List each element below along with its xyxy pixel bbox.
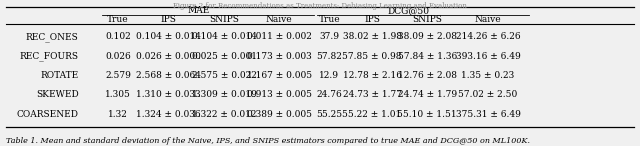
Text: 1.167 ± 0.005: 1.167 ± 0.005 bbox=[246, 71, 312, 80]
Text: 0.389 ± 0.005: 0.389 ± 0.005 bbox=[247, 110, 312, 119]
Text: True: True bbox=[108, 15, 129, 24]
Text: 0.104 ± 0.014: 0.104 ± 0.014 bbox=[136, 32, 201, 41]
Text: 57.85 ± 0.98: 57.85 ± 0.98 bbox=[342, 52, 402, 61]
Text: 393.16 ± 6.49: 393.16 ± 6.49 bbox=[456, 52, 520, 61]
Text: 2.568 ± 0.064: 2.568 ± 0.064 bbox=[136, 71, 201, 80]
Text: ROTATE: ROTATE bbox=[40, 71, 79, 80]
Text: Figure 2 for Recommendations as Treatments: Debiasing Learning and Evaluation: Figure 2 for Recommendations as Treatmen… bbox=[173, 2, 467, 10]
Text: DCG@50: DCG@50 bbox=[388, 6, 429, 15]
Text: 1.32: 1.32 bbox=[108, 110, 128, 119]
Text: 55.10 ± 1.51: 55.10 ± 1.51 bbox=[397, 110, 457, 119]
Text: 0.026 ± 0.000: 0.026 ± 0.000 bbox=[136, 52, 201, 61]
Text: 38.09 ± 2.08: 38.09 ± 2.08 bbox=[397, 32, 457, 41]
Text: 2.575 ± 0.022: 2.575 ± 0.022 bbox=[192, 71, 257, 80]
Text: 214.26 ± 6.26: 214.26 ± 6.26 bbox=[456, 32, 520, 41]
Text: SNIPS: SNIPS bbox=[210, 15, 239, 24]
Text: 12.78 ± 2.16: 12.78 ± 2.16 bbox=[342, 71, 401, 80]
Text: 24.74 ± 1.79: 24.74 ± 1.79 bbox=[397, 90, 457, 99]
Text: 0.913 ± 0.005: 0.913 ± 0.005 bbox=[247, 90, 312, 99]
Text: 0.026: 0.026 bbox=[105, 52, 131, 61]
Text: Naive: Naive bbox=[475, 15, 501, 24]
Text: 24.73 ± 1.77: 24.73 ± 1.77 bbox=[342, 90, 401, 99]
Text: Naive: Naive bbox=[266, 15, 292, 24]
Text: COARSENED: COARSENED bbox=[17, 110, 79, 119]
Text: 1.305: 1.305 bbox=[105, 90, 131, 99]
Text: 2.579: 2.579 bbox=[105, 71, 131, 80]
Text: 57.02 ± 2.50: 57.02 ± 2.50 bbox=[458, 90, 518, 99]
Text: 1.35 ± 0.23: 1.35 ± 0.23 bbox=[461, 71, 515, 80]
Text: 0.104 ± 0.014: 0.104 ± 0.014 bbox=[192, 32, 257, 41]
Text: True: True bbox=[319, 15, 340, 24]
Text: 1.322 ± 0.012: 1.322 ± 0.012 bbox=[193, 110, 257, 119]
Text: SKEWED: SKEWED bbox=[36, 90, 79, 99]
Text: 1.310 ± 0.033: 1.310 ± 0.033 bbox=[136, 90, 200, 99]
Text: MAE: MAE bbox=[188, 6, 210, 15]
Text: 375.31 ± 6.49: 375.31 ± 6.49 bbox=[456, 110, 520, 119]
Text: 55.25: 55.25 bbox=[316, 110, 342, 119]
Text: 0.025 ± 0.001: 0.025 ± 0.001 bbox=[192, 52, 257, 61]
Text: 0.173 ± 0.003: 0.173 ± 0.003 bbox=[247, 52, 312, 61]
Text: 12.9: 12.9 bbox=[319, 71, 339, 80]
Text: 24.76: 24.76 bbox=[317, 90, 342, 99]
Text: 0.011 ± 0.002: 0.011 ± 0.002 bbox=[247, 32, 312, 41]
Text: Table 1. Mean and standard deviation of the Naive, IPS, and SNIPS estimators com: Table 1. Mean and standard deviation of … bbox=[6, 137, 531, 145]
Text: REC_FOURS: REC_FOURS bbox=[20, 51, 79, 61]
Text: 55.22 ± 1.01: 55.22 ± 1.01 bbox=[342, 110, 402, 119]
Text: 12.76 ± 2.08: 12.76 ± 2.08 bbox=[397, 71, 457, 80]
Text: 57.84 ± 1.36: 57.84 ± 1.36 bbox=[397, 52, 457, 61]
Text: SNIPS: SNIPS bbox=[412, 15, 442, 24]
Text: 57.82: 57.82 bbox=[316, 52, 342, 61]
Text: 37.9: 37.9 bbox=[319, 32, 339, 41]
Text: 1.324 ± 0.036: 1.324 ± 0.036 bbox=[136, 110, 200, 119]
Text: 1.309 ± 0.019: 1.309 ± 0.019 bbox=[192, 90, 257, 99]
Text: 38.02 ± 1.98: 38.02 ± 1.98 bbox=[342, 32, 401, 41]
Text: 0.102: 0.102 bbox=[105, 32, 131, 41]
Text: IPS: IPS bbox=[160, 15, 176, 24]
Text: IPS: IPS bbox=[364, 15, 380, 24]
Text: REC_ONES: REC_ONES bbox=[26, 32, 79, 42]
